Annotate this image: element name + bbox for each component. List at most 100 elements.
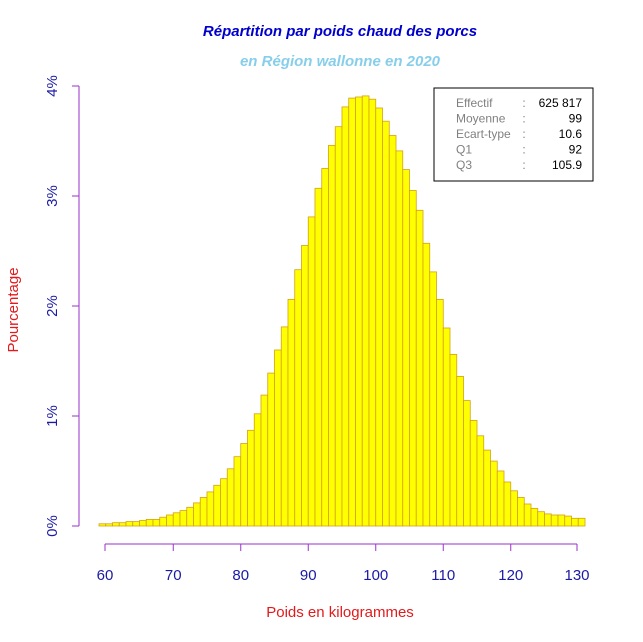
histogram-bar: [544, 513, 552, 527]
chart-subtitle: en Région wallonne en 2020: [240, 53, 441, 70]
histogram-bar: [409, 190, 417, 527]
stat-name: Moyenne: [456, 112, 506, 126]
histogram-bar: [456, 375, 464, 527]
histogram-bar: [382, 120, 390, 527]
chart-title: Répartition par poids chaud des porcs: [203, 23, 477, 40]
histogram-bar: [112, 522, 120, 527]
stat-name: Ecart-type: [456, 127, 511, 141]
histogram-bar: [523, 503, 532, 527]
histogram-bar: [415, 209, 424, 527]
histogram-bar: [253, 413, 262, 527]
histogram-bar: [510, 490, 518, 527]
stat-name: Effectif: [456, 96, 493, 110]
histogram-bar: [483, 449, 491, 527]
histogram-bar: [328, 144, 336, 527]
histogram-bar: [132, 521, 140, 527]
histogram-bar: [355, 96, 363, 527]
histogram-bar: [442, 327, 451, 527]
histogram-bar: [577, 517, 586, 527]
histogram-bar: [206, 491, 215, 527]
stats-box-frame: [433, 87, 594, 182]
y-tick-label: 0%: [44, 515, 61, 537]
histogram-bar: [159, 516, 167, 527]
stat-separator: :: [522, 112, 525, 126]
histogram-bar: [260, 394, 269, 527]
histogram-bar: [422, 242, 431, 527]
histogram-bar: [186, 506, 194, 527]
histogram-bar: [402, 169, 410, 527]
stat-separator: :: [522, 143, 525, 157]
stat-value: 92: [569, 143, 583, 157]
histogram-bar: [287, 298, 296, 527]
histogram-bar: [463, 400, 471, 527]
stat-name: Q3: [456, 158, 472, 172]
histogram-bar: [571, 517, 579, 527]
x-tick-label: 80: [232, 567, 249, 584]
stat-value: 10.6: [559, 127, 583, 141]
stat-name: Q1: [456, 143, 472, 157]
histogram-bar: [152, 519, 161, 527]
histogram-bar: [220, 478, 228, 527]
stat-separator: :: [522, 158, 525, 172]
histogram-bar: [294, 269, 302, 527]
x-tick-label: 90: [300, 567, 317, 584]
histogram-bar: [550, 514, 559, 527]
y-tick-label: 2%: [44, 295, 61, 317]
x-tick-label: 60: [97, 567, 114, 584]
histogram-bar: [469, 419, 478, 527]
histogram-bar: [274, 349, 282, 527]
histogram-bar: [118, 522, 127, 527]
histogram-bar: [213, 484, 221, 527]
histogram-bar: [233, 456, 242, 527]
histogram-bar: [368, 98, 377, 527]
histogram-bar: [334, 126, 343, 527]
histogram-bar: [537, 511, 545, 527]
x-tick-label: 130: [564, 567, 589, 584]
histogram-bar: [179, 510, 188, 527]
histogram-bar: [166, 514, 174, 527]
x-tick-label: 70: [165, 567, 182, 584]
histogram-bar: [476, 435, 485, 527]
histogram-bar: [429, 271, 437, 527]
histogram-bar: [361, 95, 370, 527]
histogram-bar: [436, 298, 444, 527]
histogram-bar: [395, 150, 404, 527]
x-axis-label: Poids en kilogrammes: [266, 604, 414, 621]
histogram-bar: [314, 187, 323, 527]
histogram-bar: [375, 107, 383, 527]
histogram-bar: [388, 135, 397, 527]
y-tick-label: 3%: [44, 185, 61, 207]
histogram-bar: [503, 481, 512, 527]
histogram-bar: [321, 168, 329, 527]
histogram-bar: [449, 353, 458, 527]
histogram-bar: [557, 514, 566, 527]
histogram-bar: [145, 519, 154, 527]
histogram-bar: [240, 443, 248, 527]
histogram-bar: [348, 97, 356, 527]
histogram-bar: [490, 460, 498, 527]
stat-separator: :: [522, 96, 525, 110]
x-tick-label: 120: [498, 567, 523, 584]
histogram-bar: [105, 523, 113, 527]
stat-separator: :: [522, 127, 525, 141]
histogram-bar: [517, 496, 525, 527]
x-tick-label: 110: [431, 567, 455, 584]
histogram-bar: [125, 521, 134, 527]
histogram-bar: [496, 470, 505, 527]
y-axis-ticks: 0% 1% 2% 3% 4%: [44, 75, 79, 537]
stat-value: 99: [569, 112, 583, 126]
x-tick-label: 100: [363, 567, 388, 584]
histogram-bar: [341, 106, 350, 527]
stat-value: 625 817: [539, 96, 583, 110]
x-axis-ticks: 60 70 80 90 100 110 120 130: [97, 544, 590, 584]
histogram-bar: [139, 520, 147, 527]
y-tick-label: 4%: [44, 75, 61, 97]
histogram-bars: [98, 95, 586, 527]
histogram-bar: [98, 523, 107, 527]
y-axis-label: Pourcentage: [5, 267, 22, 352]
histogram-bar: [193, 502, 201, 527]
histogram-bar: [564, 515, 572, 527]
histogram-bar: [280, 326, 289, 527]
histogram-bar: [247, 429, 255, 527]
